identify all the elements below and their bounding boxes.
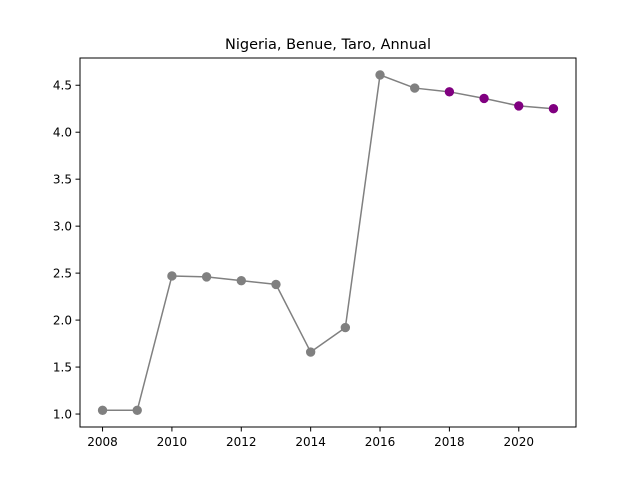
data-point-2012 (236, 275, 246, 286)
x-tick-label-2010: 2010 (157, 435, 188, 449)
y-tick-label-1.0: 1.0 (53, 407, 72, 421)
y-tick-label-3.0: 3.0 (53, 219, 72, 233)
data-point-2017 (410, 83, 420, 93)
y-tick-label-2.0: 2.0 (53, 313, 72, 327)
y-tick-label-4.0: 4.0 (53, 126, 72, 140)
series-line (102, 74, 554, 412)
x-tick-label-2020: 2020 (503, 435, 534, 449)
y-tick-label-2.5: 2.5 (53, 266, 72, 280)
data-point-2011 (201, 272, 212, 282)
plot-area: 2008 2010 2012 2014 2016 2018 2020 1.0 1.5 2.0 2.5… (53, 57, 577, 449)
chart-title: Nigeria, Benue, Taro, Annual (225, 37, 431, 53)
data-point-2009 (132, 405, 142, 415)
data-point-2014 (305, 347, 316, 357)
data-point-2018 (444, 87, 455, 97)
data-point-2016 (375, 70, 385, 80)
data-point-2008 (97, 405, 108, 415)
x-tick-label-2014: 2014 (295, 435, 326, 449)
data-point-2021 (548, 104, 559, 114)
y-tick-label-1.5: 1.5 (53, 360, 72, 374)
data-point-2015 (340, 322, 351, 333)
axes-frame (79, 57, 577, 428)
data-point-2019 (479, 93, 489, 104)
y-tick-label-3.5: 3.5 (53, 172, 72, 186)
data-point-2020 (514, 101, 524, 111)
x-tick-label-2008: 2008 (87, 435, 118, 449)
x-tick-label-2018: 2018 (434, 435, 465, 449)
x-tick-label-2012: 2012 (226, 435, 257, 449)
data-point-2010 (167, 271, 177, 281)
y-tick-label-4.5: 4.5 (53, 79, 72, 93)
data-point-2013 (271, 279, 281, 290)
x-tick-label-2016: 2016 (365, 435, 396, 449)
